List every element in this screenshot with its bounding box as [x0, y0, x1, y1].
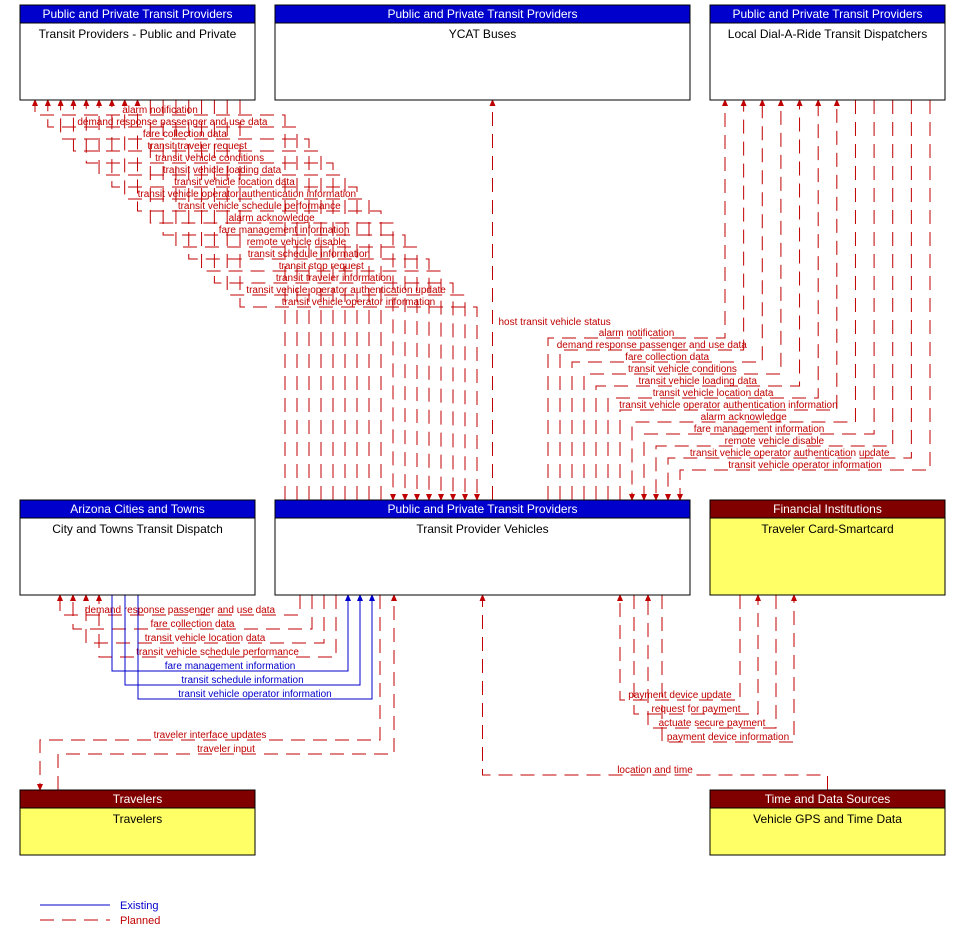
svg-text:fare management information: fare management information: [219, 225, 350, 236]
svg-text:transit vehicle operator authe: transit vehicle operator authentication …: [246, 285, 446, 296]
svg-text:Financial Institutions: Financial Institutions: [773, 502, 882, 516]
svg-text:alarm notification: alarm notification: [122, 105, 198, 116]
svg-text:Arizona Cities and Towns: Arizona Cities and Towns: [70, 502, 205, 516]
svg-text:transit stop request: transit stop request: [279, 261, 364, 272]
svg-text:transit vehicle loading data: transit vehicle loading data: [163, 165, 282, 176]
svg-text:demand response passenger and: demand response passenger and use data: [77, 117, 268, 128]
svg-text:Public and Private Transit Pro: Public and Private Transit Providers: [387, 502, 577, 516]
svg-text:transit vehicle schedule perfo: transit vehicle schedule performance: [178, 201, 341, 212]
svg-text:transit vehicle location data: transit vehicle location data: [145, 633, 266, 644]
svg-text:demand response passenger and: demand response passenger and use data: [557, 340, 748, 351]
svg-text:traveler input: traveler input: [197, 744, 255, 755]
svg-text:Transit Providers - Public and: Transit Providers - Public and Private: [39, 27, 237, 41]
svg-text:alarm notification: alarm notification: [599, 328, 675, 339]
svg-text:fare management information: fare management information: [165, 661, 296, 672]
svg-text:Public and Private Transit Pro: Public and Private Transit Providers: [387, 7, 577, 21]
svg-text:Time and Data Sources: Time and Data Sources: [765, 792, 891, 806]
svg-text:fare management information: fare management information: [694, 424, 825, 435]
node-topRight: Public and Private Transit Providers Loca…: [710, 5, 945, 100]
node-center: Public and Private Transit Providers Tran…: [275, 500, 690, 595]
svg-text:transit schedule information: transit schedule information: [248, 249, 370, 260]
svg-text:host transit vehicle status: host transit vehicle status: [499, 317, 611, 328]
svg-text:transit vehicle schedule perfo: transit vehicle schedule performance: [136, 647, 299, 658]
svg-text:transit schedule information: transit schedule information: [181, 675, 303, 686]
svg-text:remote vehicle disable: remote vehicle disable: [247, 237, 347, 248]
svg-text:traveler interface updates: traveler interface updates: [154, 730, 267, 741]
svg-text:Travelers: Travelers: [113, 792, 163, 806]
svg-text:fare collection data: fare collection data: [625, 352, 709, 363]
svg-text:Public and Private Transit Pro: Public and Private Transit Providers: [732, 7, 922, 21]
svg-text:transit vehicle location data: transit vehicle location data: [653, 388, 774, 399]
svg-text:transit vehicle operator authe: transit vehicle operator authentication …: [690, 448, 890, 459]
svg-text:payment device information: payment device information: [667, 732, 789, 743]
node-botRight: Time and Data Sources Vehicle GPS and Tim…: [710, 790, 945, 855]
node-topLeft: Public and Private Transit Providers Tran…: [20, 5, 255, 100]
svg-text:transit vehicle operator authe: transit vehicle operator authentication …: [138, 189, 356, 200]
svg-text:remote vehicle disable: remote vehicle disable: [725, 436, 825, 447]
svg-text:transit vehicle loading data: transit vehicle loading data: [639, 376, 758, 387]
svg-text:transit vehicle conditions: transit vehicle conditions: [155, 153, 264, 164]
svg-text:Public and Private Transit Pro: Public and Private Transit Providers: [42, 7, 232, 21]
svg-text:request for payment: request for payment: [652, 704, 741, 715]
svg-text:Local Dial-A-Ride Transit Disp: Local Dial-A-Ride Transit Dispatchers: [728, 27, 927, 41]
legend-existing: Existing: [120, 900, 159, 912]
svg-text:transit traveler information: transit traveler information: [276, 273, 392, 284]
svg-text:fare collection data: fare collection data: [151, 619, 235, 630]
svg-text:alarm acknowledge: alarm acknowledge: [229, 213, 316, 224]
svg-text:transit vehicle operator infor: transit vehicle operator information: [282, 297, 435, 308]
svg-text:transit vehicle operator authe: transit vehicle operator authentication …: [619, 400, 837, 411]
architecture-diagram: alarm notificationdemand response passen…: [0, 0, 961, 937]
svg-text:actuate secure payment: actuate secure payment: [659, 718, 766, 729]
svg-text:YCAT Buses: YCAT Buses: [449, 27, 517, 41]
node-midLeft: Arizona Cities and Towns City and Towns T…: [20, 500, 255, 595]
svg-text:demand response passenger and: demand response passenger and use data: [85, 605, 276, 616]
svg-text:payment device update: payment device update: [628, 690, 732, 701]
svg-text:transit vehicle conditions: transit vehicle conditions: [628, 364, 737, 375]
svg-text:alarm acknowledge: alarm acknowledge: [701, 412, 788, 423]
legend-planned: Planned: [120, 915, 160, 927]
node-midRight: Financial Institutions Traveler Card-Smar…: [710, 500, 945, 595]
node-botLeft: Travelers Travelers: [20, 790, 255, 855]
svg-text:transit vehicle operator infor: transit vehicle operator information: [728, 460, 881, 471]
svg-text:City and Towns Transit Dispatc: City and Towns Transit Dispatch: [52, 522, 223, 536]
svg-text:location and time: location and time: [617, 765, 693, 776]
svg-text:Traveler Card-Smartcard: Traveler Card-Smartcard: [761, 522, 893, 536]
svg-text:transit traveler request: transit traveler request: [147, 141, 247, 152]
svg-text:Vehicle GPS and Time Data: Vehicle GPS and Time Data: [753, 812, 902, 826]
svg-text:Transit Provider Vehicles: Transit Provider Vehicles: [416, 522, 548, 536]
node-topMid: Public and Private Transit Providers YCAT…: [275, 5, 690, 100]
svg-text:Travelers: Travelers: [113, 812, 163, 826]
svg-text:transit vehicle operator infor: transit vehicle operator information: [178, 689, 331, 700]
svg-text:transit vehicle location data: transit vehicle location data: [174, 177, 295, 188]
